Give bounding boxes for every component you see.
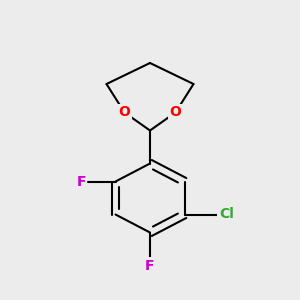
Text: Cl: Cl <box>219 208 234 221</box>
Text: O: O <box>118 106 130 119</box>
Text: F: F <box>145 259 155 272</box>
Text: O: O <box>169 106 181 119</box>
Text: F: F <box>76 175 86 188</box>
